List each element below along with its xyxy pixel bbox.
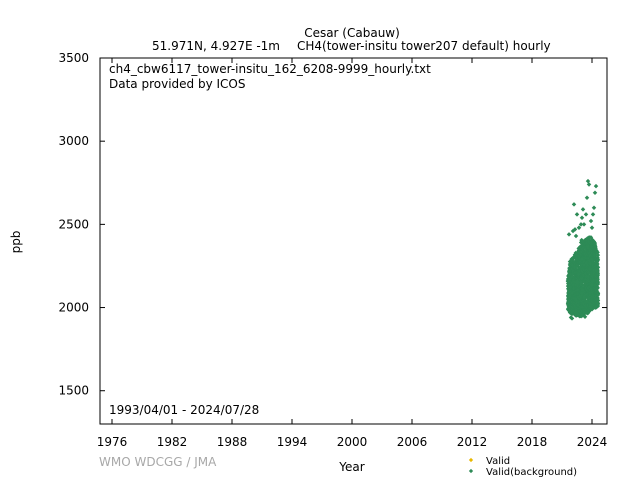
dataset-label: CH4(tower-insitu tower207 default) hourl… [297,39,551,53]
plot-frame [99,57,608,425]
location-label: 51.971N, 4.927E -1m [152,39,280,53]
x-tick-label: 2000 [337,435,368,449]
data-point [595,285,600,291]
filename-annotation: ch4_cbw6117_tower-insitu_162_6208-9999_h… [109,62,431,76]
data-point [592,190,598,196]
x-tick-label: 1976 [97,435,128,449]
data-point [595,301,601,307]
data-point [579,215,585,220]
data-point [571,202,577,207]
data-point [573,233,579,239]
data-point [584,195,590,201]
y-tick-label: 2000 [58,301,89,315]
period-annotation: 1993/04/01 - 2024/07/28 [109,403,259,417]
data-point [589,225,595,230]
watermark: WMO WDCGG / JMA [99,455,217,469]
x-tick-label: 2012 [457,435,488,449]
data-point [578,280,584,285]
x-tick-label: 1994 [277,435,308,449]
data-point [583,212,589,217]
legend-item-background: Valid(background) [468,467,577,478]
data-point [579,256,585,262]
data-point [590,212,596,217]
y-tick-label: 2500 [58,217,89,231]
data-point [593,183,599,189]
data-point [586,182,592,187]
legend-marker-background [468,468,474,474]
legend-label-background: Valid(background) [486,467,577,478]
data-point [580,207,586,212]
y-tick-label: 3500 [58,51,89,65]
legend-label-valid: Valid [486,456,510,467]
site-title: Cesar (Cabauw) [304,26,400,40]
data-point [594,259,600,265]
data-point [581,222,587,227]
legend-marker-valid [468,457,474,463]
y-tick-label: 3000 [58,134,89,148]
y-axis-label: ppb [9,231,23,254]
data-point [588,218,594,224]
axes-layer: 1500 2000 2500 3000 3500 1976 1982 1988 1994 2000… [58,51,607,449]
data-point [593,304,599,310]
plot-layer [565,178,601,321]
x-tick-label: 2018 [517,435,548,449]
data-point [591,205,597,210]
x-tick-label: 2024 [577,435,608,449]
x-axis-label: Year [338,460,364,474]
data-point [595,277,600,282]
legend-item-valid: Valid [468,456,510,467]
data-point [569,316,575,321]
legend: Valid Valid(background) [468,456,577,478]
data-point [585,178,591,184]
data-point [594,297,600,302]
data-point [582,314,588,319]
data-point [574,212,580,217]
data-point [595,272,600,277]
data-point [595,292,601,298]
x-tick-label: 2006 [397,435,428,449]
provider-annotation: Data provided by ICOS [109,77,245,91]
data-point [595,280,600,286]
y-tick-label: 1500 [58,384,89,398]
data-point [593,267,599,273]
x-tick-label: 1982 [157,435,188,449]
data-point [566,232,572,237]
x-tick-label: 1988 [217,435,248,449]
